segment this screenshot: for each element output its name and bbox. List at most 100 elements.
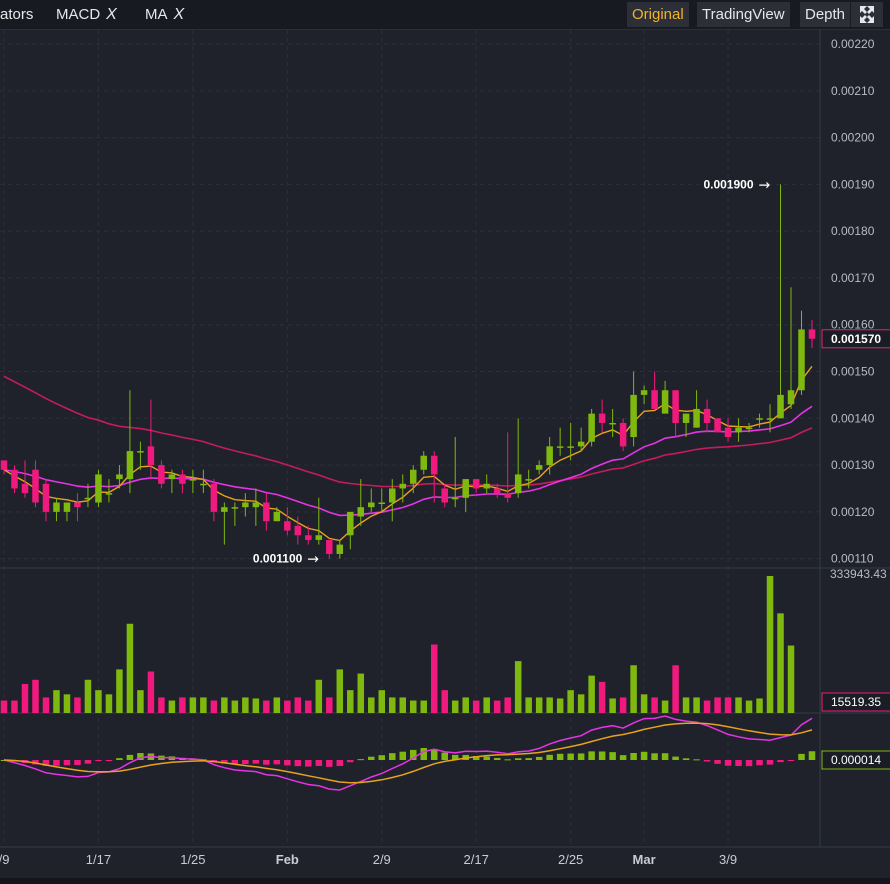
macd-histogram-bar bbox=[514, 758, 522, 760]
macd-histogram-bar bbox=[630, 752, 637, 760]
macd-histogram-bar bbox=[703, 760, 711, 762]
volume-bar bbox=[11, 700, 18, 713]
ma-indicator-tag[interactable]: MA X bbox=[145, 0, 184, 29]
macd-histogram-bar bbox=[305, 760, 312, 767]
candle-body bbox=[609, 422, 616, 425]
candle-body bbox=[158, 465, 165, 484]
candle-body bbox=[598, 413, 606, 423]
macd-line bbox=[3, 715, 813, 791]
volume-bar bbox=[619, 697, 627, 713]
volume-bar bbox=[137, 690, 144, 713]
y-tick-label: 0.00210 bbox=[831, 84, 875, 98]
candle-body bbox=[357, 507, 365, 517]
candle-body bbox=[514, 474, 522, 494]
macd-histogram-bar bbox=[221, 760, 228, 764]
candle-body bbox=[430, 455, 438, 475]
macd-histogram-bar bbox=[766, 760, 774, 765]
candle-body bbox=[210, 483, 218, 512]
volume-bar bbox=[53, 690, 60, 713]
macd-histogram-bar bbox=[389, 753, 396, 760]
candle-body bbox=[535, 465, 543, 470]
candle-body bbox=[756, 418, 763, 420]
volume-bar bbox=[21, 683, 29, 713]
macd-histogram-bar bbox=[84, 760, 92, 764]
volume-bar bbox=[315, 679, 323, 713]
macd-histogram-bar bbox=[63, 760, 71, 766]
volume-bar bbox=[32, 679, 39, 713]
y-tick-label: 0.00130 bbox=[831, 458, 875, 472]
macd-histogram-bar bbox=[493, 757, 501, 760]
view-original-button[interactable]: Original bbox=[627, 2, 689, 27]
candle-body bbox=[577, 441, 585, 447]
expand-icon[interactable] bbox=[851, 2, 883, 27]
time-axis: /9 1/17 1/25 Feb 2/9 2/17 2/25 Mar 3/9 bbox=[0, 852, 737, 867]
volume-bar bbox=[745, 700, 753, 713]
last-price-label: 0.001570 bbox=[821, 329, 890, 349]
volume-bar bbox=[326, 697, 333, 713]
volume-bar bbox=[714, 697, 721, 713]
macd-histogram-bar bbox=[252, 760, 260, 764]
volume-bar bbox=[441, 690, 448, 713]
candle-body bbox=[84, 497, 92, 500]
candle-body bbox=[703, 408, 711, 423]
macd-histogram-bar bbox=[242, 760, 249, 765]
candle-body bbox=[714, 418, 721, 433]
candle-body bbox=[389, 488, 396, 503]
candle-body bbox=[74, 502, 81, 508]
macd-histogram-bar bbox=[777, 760, 784, 763]
candle-body bbox=[798, 329, 805, 391]
candle-body bbox=[420, 455, 427, 470]
candle-body bbox=[11, 469, 18, 489]
macd-histogram-bar bbox=[326, 760, 333, 767]
indicators-button[interactable]: ators bbox=[0, 6, 34, 23]
candle-body bbox=[273, 511, 281, 522]
x-tick-label: /9 bbox=[0, 852, 9, 867]
x-tick-label: 1/17 bbox=[86, 852, 111, 867]
ma-long-line bbox=[3, 375, 813, 488]
candle-body bbox=[326, 539, 333, 554]
candle-body bbox=[378, 502, 386, 505]
volume-bar bbox=[420, 700, 427, 713]
volume-bar bbox=[305, 700, 312, 713]
y-tick-label: 0.00190 bbox=[831, 177, 875, 191]
macd-histogram-bar bbox=[273, 760, 281, 765]
candle-body bbox=[546, 446, 553, 466]
macd-histogram-bar bbox=[53, 760, 60, 766]
remove-ma-icon[interactable]: X bbox=[173, 6, 185, 23]
view-tradingview-button[interactable]: TradingView bbox=[697, 2, 790, 27]
volume-bar bbox=[598, 681, 606, 713]
last-macd-text: 0.000014 bbox=[831, 753, 881, 767]
macd-histogram-bar bbox=[724, 760, 732, 766]
candle-body bbox=[588, 413, 595, 442]
macd-histogram-bar bbox=[263, 760, 270, 765]
macd-histogram-bar bbox=[546, 754, 553, 760]
candle-body bbox=[137, 451, 144, 453]
macd-histogram-bar bbox=[294, 760, 302, 767]
volume-bar bbox=[535, 697, 543, 713]
volume-bar bbox=[640, 694, 648, 713]
candle-body bbox=[179, 474, 186, 484]
macd-histogram-bar bbox=[556, 753, 564, 760]
volume-bar bbox=[200, 697, 207, 713]
volume-bar bbox=[231, 700, 239, 713]
macd-indicator-tag[interactable]: MACD X bbox=[56, 0, 117, 29]
ma-mid-line bbox=[3, 405, 813, 517]
volume-bar bbox=[588, 675, 595, 713]
remove-macd-icon[interactable]: X bbox=[106, 6, 117, 23]
volume-bar bbox=[703, 700, 711, 713]
y-tick-label: 0.00140 bbox=[831, 411, 875, 425]
macd-histogram-bar bbox=[409, 749, 417, 760]
annotation-high-arrow-icon: → bbox=[759, 177, 771, 193]
annotation-low: 0.001100 bbox=[253, 552, 303, 566]
macd-histogram-bar bbox=[651, 753, 658, 760]
candle-body bbox=[63, 502, 71, 512]
candle-body bbox=[284, 521, 291, 531]
x-tick-label: 2/17 bbox=[464, 852, 489, 867]
volume-bar bbox=[609, 698, 616, 713]
candle-body bbox=[221, 507, 228, 512]
candle-body bbox=[724, 427, 732, 438]
view-depth-button[interactable]: Depth bbox=[800, 2, 851, 27]
volume-bar bbox=[389, 697, 396, 713]
candle-body bbox=[808, 329, 816, 339]
candle-body bbox=[504, 493, 511, 498]
